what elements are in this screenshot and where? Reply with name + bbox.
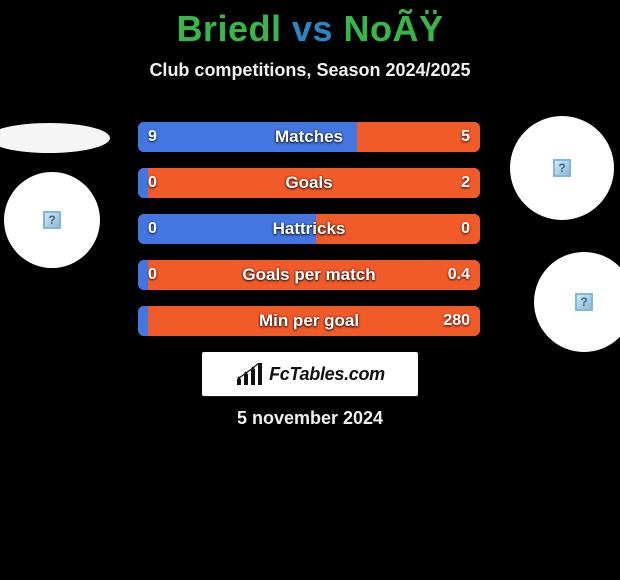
as-of-date: 5 november 2024 <box>0 408 620 429</box>
bar-left-fill <box>138 122 357 152</box>
bar-row: Goals02 <box>138 168 480 198</box>
bar-right-fill <box>357 122 480 152</box>
avatar-right-bottom <box>534 252 620 352</box>
missing-image-icon <box>553 159 571 177</box>
bar-right-fill <box>148 168 480 198</box>
bar-left-fill <box>138 168 148 198</box>
right-player-graphics <box>492 108 620 368</box>
fctables-badge: FcTables.com <box>202 352 418 396</box>
bar-right-fill <box>148 306 480 336</box>
left-player-graphics <box>0 108 128 368</box>
bar-row: Min per goal280 <box>138 306 480 336</box>
bar-left-fill <box>138 306 148 336</box>
bar-left-fill <box>138 260 148 290</box>
ellipse-shadow <box>0 123 110 153</box>
bar-right-fill <box>148 260 480 290</box>
bar-right-fill <box>316 214 480 244</box>
bar-row: Matches95 <box>138 122 480 152</box>
h2h-infographic: Briedl vs NoÃŸ Club competitions, Season… <box>0 0 620 81</box>
bar-row: Hattricks00 <box>138 214 480 244</box>
avatar-left <box>4 172 100 268</box>
bar-left-fill <box>138 214 316 244</box>
title-player1: Briedl <box>176 8 281 49</box>
missing-image-icon <box>575 293 593 311</box>
title-player2: NoÃŸ <box>344 8 444 49</box>
missing-image-icon <box>43 211 61 229</box>
title-vs: vs <box>292 8 333 49</box>
bar-chart-icon <box>235 363 263 385</box>
bar-row: Goals per match00.4 <box>138 260 480 290</box>
page-title: Briedl vs NoÃŸ <box>0 0 620 50</box>
badge-text: FcTables.com <box>269 364 385 385</box>
avatar-right-top <box>510 116 614 220</box>
comparison-bars: Matches95 Goals02 Hattricks00 Goals per mat… <box>138 122 480 352</box>
subtitle: Club competitions, Season 2024/2025 <box>0 60 620 81</box>
